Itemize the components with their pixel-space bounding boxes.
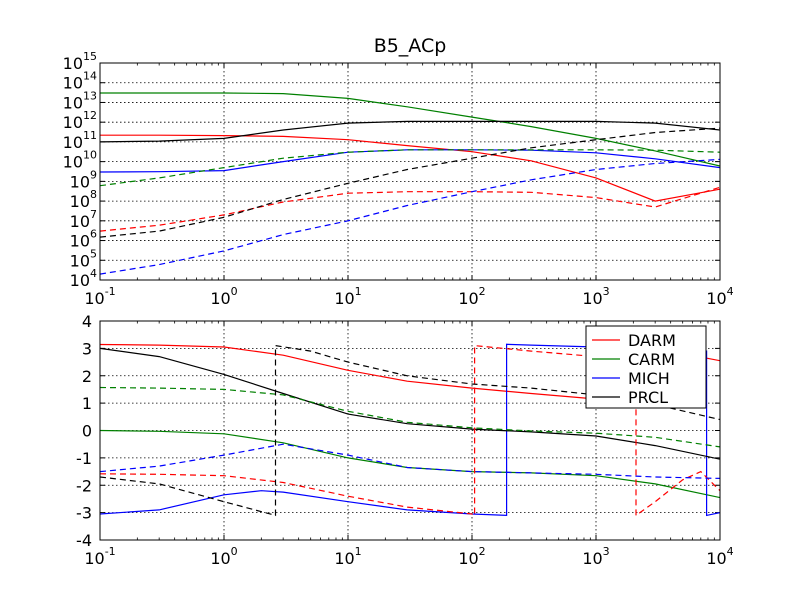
y-tick-label-top: 109 — [70, 168, 97, 191]
y-tick-label-top: 1011 — [63, 129, 97, 152]
x-tick-label-top: 103 — [582, 285, 609, 308]
x-tick-label-bottom: 103 — [582, 545, 609, 568]
y-tick-label-top: 107 — [70, 208, 97, 231]
series-line-mich-solid-top — [100, 149, 720, 173]
y-tick-label-bottom: -2 — [76, 476, 92, 495]
y-tick-label-bottom: -1 — [76, 449, 92, 468]
magnitude-plot: 10-1 100 101 102 103 104104105106107108109101… — [63, 50, 734, 308]
series-group-bottom — [100, 343, 720, 517]
y-tick-label-top: 104 — [70, 267, 97, 290]
y-tick-label-top: 108 — [70, 188, 97, 211]
y-tick-label-top: 106 — [70, 228, 97, 251]
x-tick-label-top: 104 — [706, 285, 733, 308]
legend-label-darm: DARM — [628, 331, 676, 350]
chart-title: B5_ACp — [374, 35, 447, 57]
x-tick-label-bottom: 104 — [706, 545, 733, 568]
series-line-darm-dashed-top — [100, 186, 720, 232]
x-tick-label-bottom: 102 — [458, 545, 485, 568]
y-tick-label-bottom: -3 — [76, 504, 92, 523]
y-tick-label-bottom: 2 — [82, 367, 92, 386]
series-line-darm-solid-top — [100, 134, 720, 202]
series-line-carm-solid-top — [100, 92, 720, 167]
y-tick-label-top: 105 — [70, 247, 97, 270]
y-tick-label-top: 1014 — [63, 70, 97, 93]
x-tick-label-bottom: 101 — [334, 545, 361, 568]
series-line-prcl-dashed-top — [100, 127, 720, 238]
y-tick-label-top: 1012 — [63, 109, 97, 132]
y-tick-label-top: 1015 — [63, 50, 97, 73]
x-tick-label-bottom: 10-1 — [84, 545, 115, 568]
x-tick-label-top: 101 — [334, 285, 361, 308]
legend-label-mich: MICH — [628, 369, 670, 388]
legend-label-prcl: PRCL — [628, 388, 668, 407]
y-tick-label-bottom: -4 — [76, 531, 92, 550]
y-tick-label-bottom: 3 — [82, 339, 92, 358]
x-tick-label-top: 10-1 — [84, 285, 115, 308]
axes-frame-top — [99, 62, 721, 281]
series-line-mich-dashed-bottom — [100, 443, 720, 479]
y-tick-label-bottom: 1 — [82, 394, 92, 413]
x-tick-label-top: 102 — [458, 285, 485, 308]
y-tick-label-bottom: 4 — [82, 312, 92, 331]
y-tick-label-top: 1010 — [63, 149, 97, 172]
y-tick-label-top: 1013 — [63, 89, 97, 112]
series-group-top — [100, 92, 720, 275]
series-line-darm-dashed-bottom — [100, 344, 720, 517]
series-line-prcl-solid-bottom — [100, 347, 720, 460]
series-line-mich-dashed-top — [100, 158, 720, 275]
axes-frame-bottom — [99, 320, 721, 541]
series-line-carm-dashed-bottom — [100, 386, 720, 448]
x-tick-label-top: 100 — [210, 285, 237, 308]
series-line-carm-dashed-top — [100, 149, 720, 187]
y-tick-label-bottom: 0 — [82, 422, 92, 441]
x-tick-label-bottom: 100 — [210, 545, 237, 568]
legend-label-carm: CARM — [628, 350, 675, 369]
series-line-prcl-solid-top — [100, 120, 720, 143]
